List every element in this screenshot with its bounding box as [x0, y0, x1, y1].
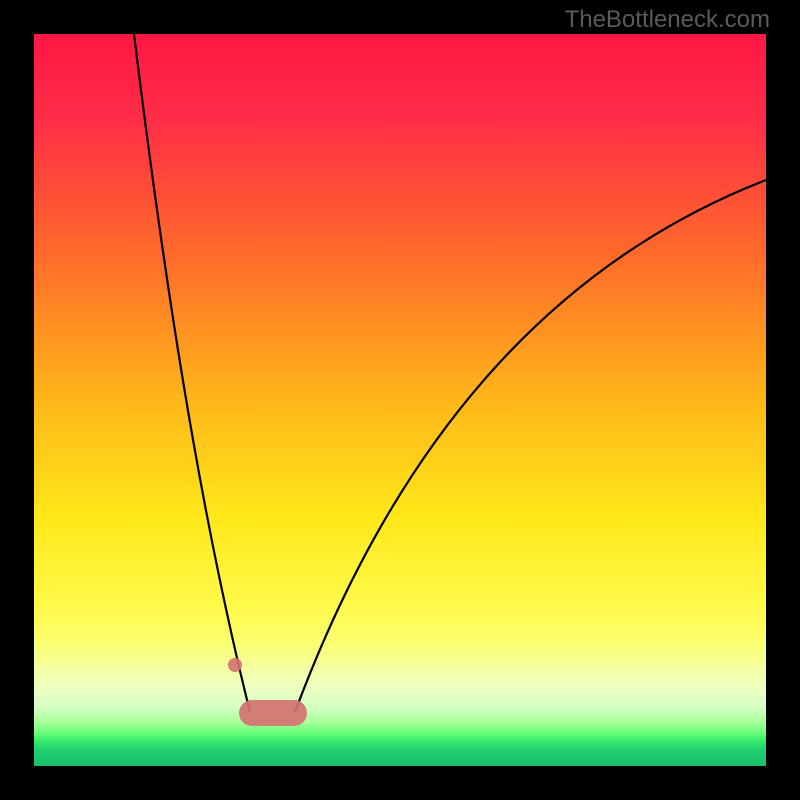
- watermark-text: TheBottleneck.com: [565, 6, 770, 34]
- chart-stage: TheBottleneck.com: [0, 0, 800, 800]
- optimal-zone-dot: [228, 658, 242, 672]
- bottleneck-curve-plot: [0, 0, 800, 800]
- optimal-zone-capsule: [239, 700, 307, 726]
- plot-background: [34, 34, 766, 766]
